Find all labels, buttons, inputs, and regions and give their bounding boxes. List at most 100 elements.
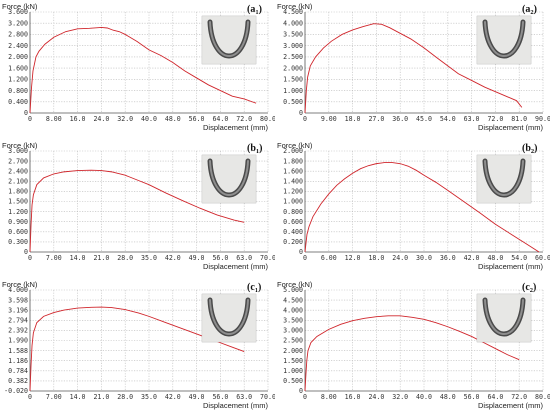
- y-tick-label: 1.800: [283, 157, 303, 165]
- y-tick-label: 4.500: [283, 296, 303, 304]
- x-tick-label: 35.0: [141, 254, 157, 262]
- x-tick-label: 27.0: [368, 115, 384, 123]
- x-tick-label: 42.0: [165, 393, 181, 401]
- y-tick-label: 2.400: [8, 42, 28, 50]
- y-tick-label: 0.800: [8, 87, 28, 95]
- y-tick-label: 0.300: [8, 238, 28, 246]
- y-tick-label: 1.500: [8, 198, 28, 206]
- x-tick-label: 40.0: [416, 393, 432, 401]
- y-axis-label: Force (kN): [2, 141, 38, 150]
- y-tick-label: 1.588: [8, 347, 28, 355]
- chart-panel-a2: Force (kN) (a2) 0 0.500 1.000 1.500 2.000 2.500…: [275, 0, 550, 138]
- y-tick-label: 2.500: [283, 53, 303, 61]
- force-displacement-curve: [29, 26, 257, 114]
- y-tick-label: 1.000: [283, 367, 303, 375]
- x-tick-label: 9.00: [321, 115, 337, 123]
- y-tick-label: 3.000: [283, 327, 303, 335]
- specimen-photo-icon: [201, 15, 257, 65]
- force-displacement-curve: [304, 162, 540, 253]
- y-tick-label: 4.000: [283, 19, 303, 27]
- x-tick-label: 54.0: [511, 254, 527, 262]
- specimen-photo-icon: [476, 15, 532, 65]
- x-tick-label: 70.0: [260, 393, 275, 401]
- y-tick-label: 3.000: [8, 147, 28, 155]
- chart-panel-c2: Force (kN) (c2) 0 0.500 1.000 1.500 2.000 2.500…: [275, 278, 550, 416]
- x-axis-label: Displacement (mm): [203, 401, 269, 410]
- panel-label-letter: a: [525, 4, 530, 15]
- y-axis-label: Force (kN): [277, 2, 313, 11]
- y-tick-label: 2.794: [8, 317, 28, 325]
- y-tick-label: 1.800: [8, 188, 28, 196]
- panel-label-paren-close: ): [259, 4, 262, 15]
- chart-panel-a1: Force (kN) (a1) 0 0.400 0.800 1.200 1.600 2.000…: [0, 0, 275, 138]
- panel-label: (b1): [247, 143, 263, 155]
- y-tick-label: 1.600: [8, 64, 28, 72]
- y-tick-label: 2.700: [8, 157, 28, 165]
- y-tick-label: 3.600: [8, 8, 28, 16]
- force-displacement-curve: [304, 23, 523, 114]
- panel-label-paren-close: ): [259, 143, 262, 154]
- y-tick-label: 0.784: [8, 367, 28, 375]
- chart-panel-b2: Force (kN) (b2) 0 0.200 0.400 0.600 0.800 1.000…: [275, 139, 550, 277]
- y-tick-label: 0: [299, 387, 303, 395]
- y-tick-label: 0.382: [8, 377, 28, 385]
- x-tick-label: 35.0: [141, 393, 157, 401]
- y-tick-label: 0.400: [8, 98, 28, 106]
- x-tick-label: 18.0: [345, 115, 361, 123]
- y-tick-label: 2.392: [8, 327, 28, 335]
- y-axis-label: Force (kN): [2, 280, 38, 289]
- x-tick-label: 49.0: [189, 393, 205, 401]
- specimen-photo-icon: [476, 293, 532, 343]
- x-tick-label: 24.0: [368, 393, 384, 401]
- x-tick-label: 12.0: [345, 254, 361, 262]
- y-tick-label: 1.000: [283, 87, 303, 95]
- y-tick-label: 3.500: [283, 317, 303, 325]
- x-tick-label: 0: [28, 393, 32, 401]
- y-tick-label: 2.400: [8, 167, 28, 175]
- x-tick-label: 0: [28, 254, 32, 262]
- y-axis-label: Force (kN): [277, 141, 313, 150]
- panel-label-paren-close: ): [534, 4, 537, 15]
- y-tick-label: 1.200: [8, 76, 28, 84]
- x-axis-label: Displacement (mm): [478, 123, 544, 132]
- x-tick-label: 28.0: [117, 254, 133, 262]
- panel-label: (c1): [247, 282, 261, 294]
- x-tick-label: 16.0: [345, 393, 361, 401]
- y-tick-label: 0: [24, 248, 28, 256]
- x-tick-label: 64.0: [487, 393, 503, 401]
- x-tick-label: 90.0: [535, 115, 550, 123]
- x-tick-label: 36.0: [392, 115, 408, 123]
- y-tick-label: 2.000: [283, 347, 303, 355]
- x-tick-label: 8.00: [321, 393, 337, 401]
- x-tick-label: 56.0: [464, 393, 480, 401]
- y-tick-label: 1.400: [283, 178, 303, 186]
- x-tick-label: 7.00: [46, 254, 62, 262]
- chart-panel-b1: Force (kN) (b1) 0 0.300 0.600 0.900 1.200 1.500…: [0, 139, 275, 277]
- y-tick-label: 1.000: [283, 198, 303, 206]
- y-tick-label: 2.000: [8, 53, 28, 61]
- x-tick-label: 32.0: [392, 393, 408, 401]
- panel-label-subscript: 2: [530, 287, 533, 294]
- y-tick-label: 1.990: [8, 337, 28, 345]
- force-displacement-curve: [304, 315, 520, 392]
- panel-label-paren-close: ): [258, 282, 261, 293]
- y-tick-label: 0.600: [283, 218, 303, 226]
- y-axis-label: Force (kN): [2, 2, 38, 11]
- panel-label-paren-open: (: [522, 143, 526, 154]
- x-tick-label: 56.0: [212, 254, 228, 262]
- chart-svg: Force (kN) (c1) -0.020 0.382 0.784 1.186 1.588…: [2, 280, 275, 410]
- x-tick-label: 7.00: [46, 393, 62, 401]
- panel-label-subscript: 1: [255, 287, 258, 294]
- y-tick-label: 1.186: [8, 357, 28, 365]
- x-axis-label: Displacement (mm): [478, 262, 544, 271]
- specimen-photo-icon: [476, 154, 532, 204]
- x-tick-label: 48.0: [165, 115, 181, 123]
- x-tick-label: 60.0: [535, 254, 550, 262]
- x-tick-label: 81.0: [511, 115, 527, 123]
- y-tick-label: 3.196: [8, 306, 28, 314]
- panel-label-subscript: 1: [256, 148, 259, 155]
- panel-label-paren-open: (: [247, 143, 251, 154]
- x-tick-label: 42.0: [165, 254, 181, 262]
- y-tick-label: 5.000: [283, 286, 303, 294]
- x-tick-label: 0: [303, 393, 307, 401]
